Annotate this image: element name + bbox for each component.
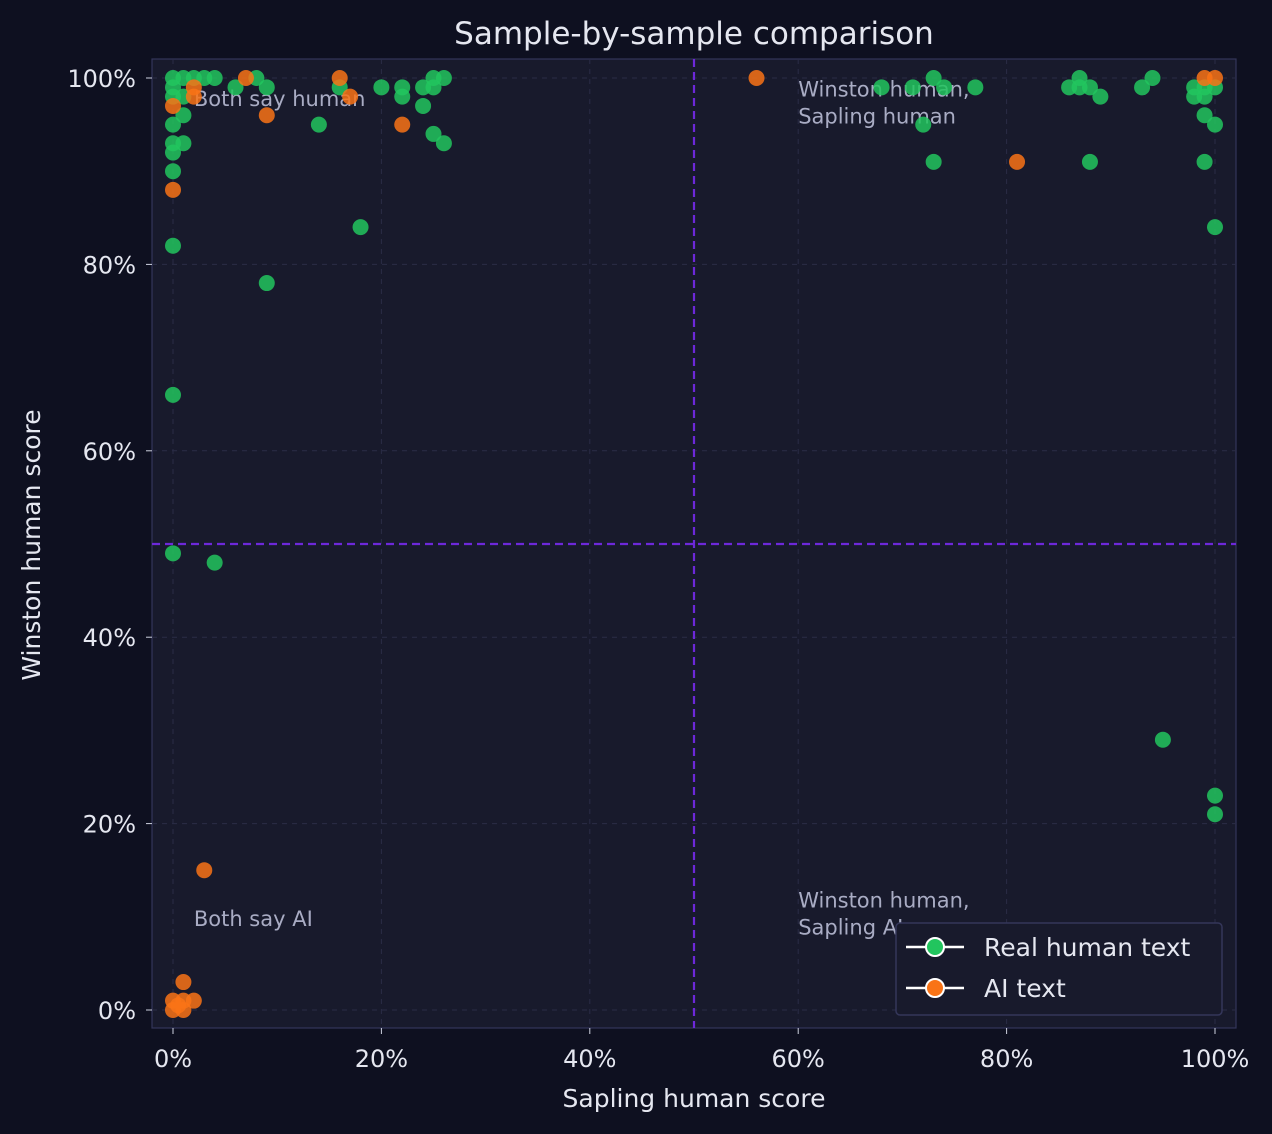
- legend-box: [895, 922, 1223, 1016]
- x-tick-label: 20%: [355, 1045, 408, 1073]
- human-point: [925, 70, 942, 86]
- human-point: [206, 70, 223, 86]
- ai-point: [175, 974, 192, 991]
- ai-point: [165, 181, 181, 198]
- legend-label: AI text: [984, 974, 1066, 1003]
- quadrant-label-line: Winston human,: [798, 888, 969, 912]
- human-point: [206, 554, 223, 571]
- human-point: [310, 116, 327, 133]
- legend-marker: [925, 937, 945, 957]
- y-axis-label: Winston human score: [17, 409, 46, 680]
- quadrant-label-line: Both say AI: [194, 907, 313, 931]
- series-ai: [165, 70, 1223, 1018]
- human-point: [175, 107, 192, 124]
- human-point: [258, 79, 275, 96]
- human-point: [165, 545, 181, 562]
- human-point: [1154, 731, 1171, 748]
- human-point: [373, 79, 390, 96]
- human-point: [394, 88, 411, 105]
- x-tick-label: 100%: [1181, 1045, 1250, 1073]
- chart-title: Sample-by-sample comparison: [454, 16, 934, 52]
- human-point: [1196, 107, 1213, 124]
- ai-point: [196, 862, 213, 879]
- ticks: 0% 20% 40% 60% 80% 100% 0% 20% 40% 60% 80% 100%: [67, 65, 1249, 1073]
- x-axis-label: Sapling human score: [563, 1084, 826, 1113]
- y-tick-label: 20%: [83, 811, 136, 839]
- human-point: [165, 163, 181, 180]
- x-tick-label: 0%: [154, 1045, 192, 1073]
- ai-point: [185, 88, 202, 105]
- y-tick-label: 100%: [67, 65, 136, 93]
- ai-point: [331, 70, 348, 86]
- human-point: [925, 153, 942, 170]
- human-point: [967, 79, 984, 96]
- human-point: [915, 116, 932, 133]
- x-tick-label: 80%: [980, 1045, 1033, 1073]
- ai-point: [748, 70, 765, 86]
- human-point: [1134, 79, 1151, 96]
- human-point: [1207, 219, 1223, 236]
- human-point: [1081, 153, 1098, 170]
- legend-marker: [925, 978, 945, 998]
- human-point: [1207, 116, 1223, 133]
- quadrant-label-line: Sapling AI: [798, 915, 903, 939]
- human-point: [1207, 787, 1223, 804]
- human-point: [165, 386, 181, 403]
- quadrant-label-line: Sapling human: [798, 105, 956, 129]
- human-point: [165, 116, 181, 133]
- ai-point: [170, 997, 187, 1014]
- human-point: [1196, 88, 1213, 105]
- human-point: [1207, 806, 1223, 823]
- series-human: [165, 70, 1223, 823]
- ai-point: [394, 116, 411, 133]
- human-point: [1196, 153, 1213, 170]
- human-point: [873, 79, 890, 96]
- points: [165, 70, 1223, 1018]
- human-point: [1092, 88, 1109, 105]
- ai-point: [342, 88, 359, 105]
- legend: Real human text AI text: [895, 922, 1223, 1016]
- y-tick-label: 80%: [83, 251, 136, 279]
- human-point: [904, 79, 921, 96]
- human-point: [258, 275, 275, 292]
- y-tick-label: 0%: [98, 997, 136, 1025]
- human-point: [435, 70, 452, 86]
- y-tick-label: 60%: [83, 438, 136, 466]
- ai-point: [237, 70, 254, 86]
- human-point: [165, 144, 181, 161]
- human-point: [352, 219, 369, 236]
- human-point: [1081, 79, 1098, 96]
- human-point: [165, 237, 181, 254]
- quadrant-label: Both say AI: [194, 907, 313, 931]
- y-tick-label: 40%: [83, 624, 136, 652]
- ai-point: [1207, 70, 1223, 86]
- human-point: [415, 97, 432, 114]
- threshold-lines: [152, 59, 1236, 1028]
- x-tick-label: 60%: [772, 1045, 825, 1073]
- ai-point: [1009, 153, 1026, 170]
- human-point: [425, 79, 442, 96]
- human-point: [936, 79, 953, 96]
- human-point: [227, 79, 244, 96]
- legend-label: Real human text: [984, 933, 1191, 962]
- ai-point: [165, 97, 181, 114]
- ai-point: [258, 107, 275, 124]
- human-point: [435, 135, 452, 152]
- ai-point: [185, 992, 202, 1009]
- human-point: [1144, 70, 1161, 86]
- quadrant-label: Winston human, Sapling AI: [798, 888, 969, 939]
- human-point: [425, 125, 442, 142]
- x-tick-label: 40%: [563, 1045, 616, 1073]
- human-point: [175, 135, 192, 152]
